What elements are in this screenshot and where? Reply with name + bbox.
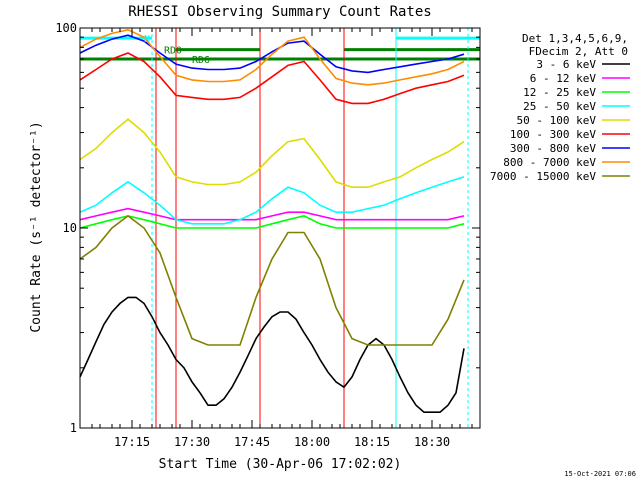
- x-tick-label-2: 17:45: [234, 435, 270, 449]
- legend-label-7: 800 - 7000 keV: [503, 156, 596, 169]
- series-lines: [79, 28, 465, 414]
- y-tick-label-0: 1: [70, 421, 77, 435]
- y-axis-label: Count Rate (s⁻¹ detector⁻¹): [29, 121, 44, 332]
- legend-label-0: 3 - 6 keV: [536, 58, 596, 71]
- footer-timestamp: 15-Oct-2021 07:06: [564, 470, 636, 478]
- y-tick-label-2: 100: [55, 21, 77, 35]
- x-tick-label-5: 18:30: [414, 435, 450, 449]
- series-line-3: [79, 176, 465, 225]
- legend-label-5: 100 - 300 keV: [510, 128, 596, 141]
- series-line-1: [79, 207, 465, 221]
- series-line-6: [79, 34, 465, 74]
- y-tick-label-1: 10: [63, 221, 77, 235]
- series-line-4: [79, 118, 465, 188]
- annotation-label-0: N: [144, 34, 150, 45]
- legend: Det 1,3,4,5,6,9,FDecim 2, Att 03 - 6 keV…: [490, 32, 630, 183]
- x-axis-label: Start Time (30-Apr-06 17:02:02): [159, 457, 402, 472]
- legend-header-0: Det 1,3,4,5,6,9,: [522, 32, 628, 45]
- annotations: N RD0 RD6: [144, 34, 210, 66]
- series-line-8: [79, 214, 465, 346]
- mode-bands: [80, 36, 480, 61]
- legend-label-4: 50 - 100 keV: [517, 114, 597, 127]
- legend-header-1: FDecim 2, Att 0: [529, 45, 628, 58]
- legend-label-2: 12 - 25 keV: [523, 86, 596, 99]
- x-tick-label-0: 17:15: [114, 435, 150, 449]
- x-axis: 17:15 17:30 17:45 18:00 18:15 18:30: [91, 28, 473, 449]
- series-line-0: [79, 296, 465, 414]
- legend-label-8: 7000 - 15000 keV: [490, 170, 596, 183]
- chart-title: RHESSI Observing Summary Count Rates: [128, 4, 431, 20]
- legend-label-1: 6 - 12 keV: [530, 72, 597, 85]
- annotation-label-2: RD6: [192, 55, 210, 66]
- series-line-2: [79, 215, 465, 229]
- legend-label-3: 25 - 50 keV: [523, 100, 596, 113]
- annotation-label-1: RD0: [164, 46, 182, 57]
- legend-label-6: 300 - 800 keV: [510, 142, 596, 155]
- y-axis: 1 10 100: [55, 21, 480, 435]
- series-line-7: [79, 28, 465, 86]
- x-tick-label-1: 17:30: [174, 435, 210, 449]
- x-tick-label-3: 18:00: [294, 435, 330, 449]
- series-line-5: [79, 52, 465, 105]
- x-tick-label-4: 18:15: [354, 435, 390, 449]
